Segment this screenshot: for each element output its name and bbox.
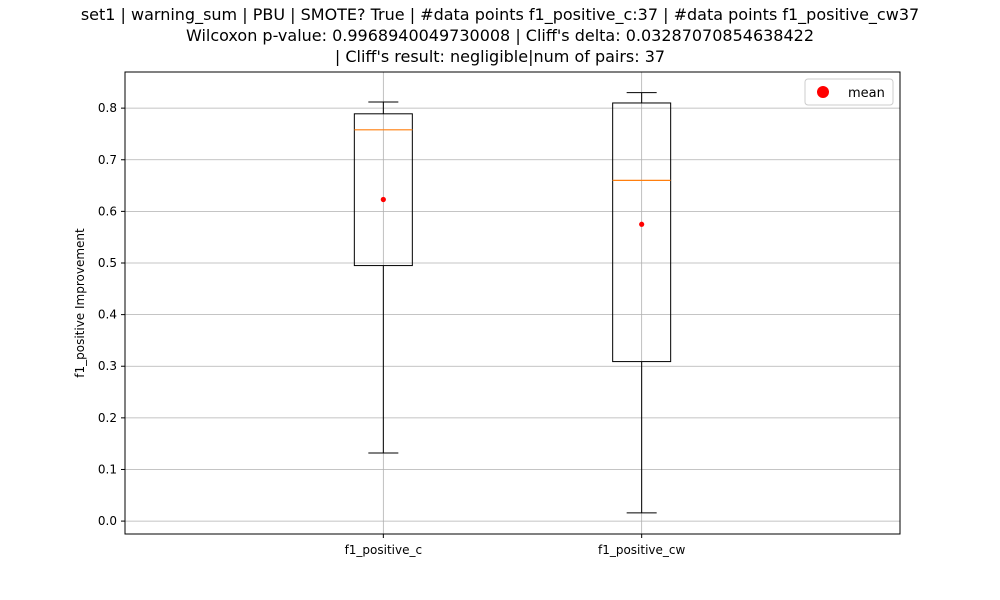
legend: mean bbox=[804, 78, 894, 106]
chart-title: set1 | warning_sum | PBU | SMOTE? True |… bbox=[0, 4, 1000, 67]
y-tick-label: 0.4 bbox=[98, 308, 117, 322]
tick-layer: 0.0 0.1 0.2 0.3 0.4 0.5 0.6 0.7 0.8 f1_positive_c… bbox=[98, 101, 686, 557]
title-line-3: | Cliff's result: negligible|num of pair… bbox=[334, 47, 666, 66]
box-f1_positive_cw bbox=[612, 92, 672, 514]
y-tick-label: 0.3 bbox=[98, 359, 117, 373]
mean-marker bbox=[380, 196, 386, 203]
legend-mean-marker-icon bbox=[817, 86, 829, 98]
x-tick-label: f1_positive_c bbox=[345, 543, 423, 557]
y-tick-label: 0.5 bbox=[98, 256, 117, 270]
grid-lines bbox=[125, 72, 900, 534]
iqr-box bbox=[612, 102, 672, 363]
y-tick-label: 0.8 bbox=[98, 101, 117, 115]
y-tick-label: 0.6 bbox=[98, 204, 117, 218]
title-line-1: set1 | warning_sum | PBU | SMOTE? True |… bbox=[80, 5, 920, 24]
y-axis-label: f1_positive Improvement bbox=[73, 228, 87, 378]
iqr-box bbox=[353, 113, 413, 267]
y-tick-label: 0.2 bbox=[98, 411, 117, 425]
legend-frame bbox=[804, 78, 894, 106]
plot-frame bbox=[124, 71, 901, 535]
y-tick-label: 0.0 bbox=[98, 514, 117, 528]
box-f1_positive_c bbox=[353, 101, 413, 454]
legend-mean-label: mean bbox=[848, 86, 885, 101]
title-line-2: Wilcoxon p-value: 0.9968940049730008 | C… bbox=[185, 26, 815, 45]
x-tick-label: f1_positive_cw bbox=[598, 543, 686, 557]
y-tick-label: 0.1 bbox=[98, 462, 117, 476]
box-layer bbox=[353, 92, 672, 514]
y-tick-label: 0.7 bbox=[98, 153, 117, 167]
mean-marker bbox=[639, 221, 645, 227]
